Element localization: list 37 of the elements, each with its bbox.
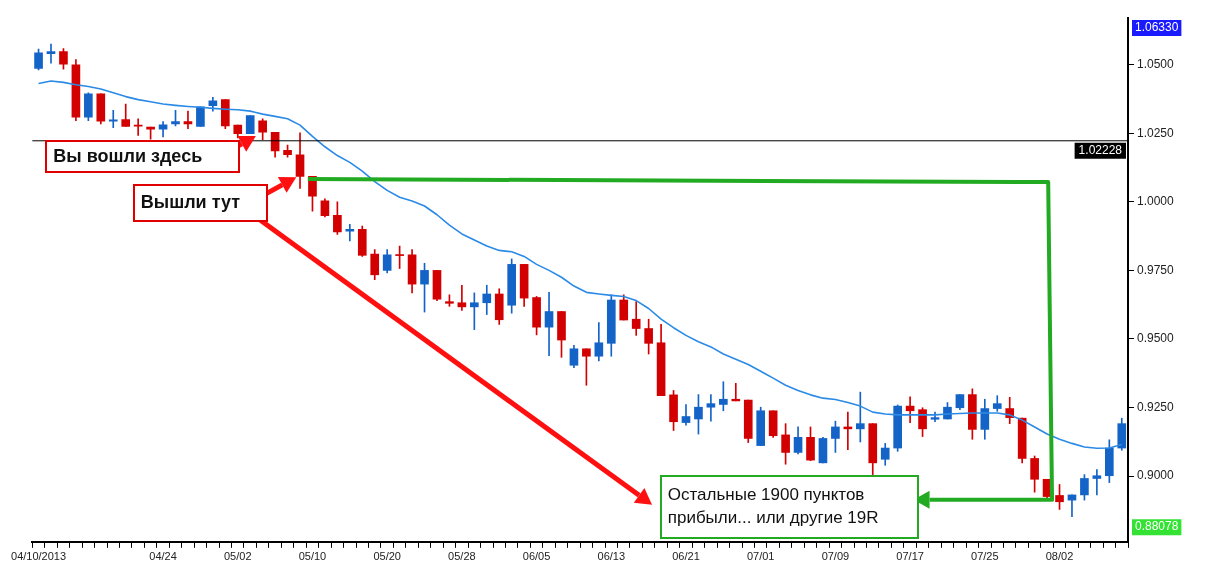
y-tick-label: 0.9500 — [1137, 331, 1175, 346]
x-tick-label: 05/20 — [373, 550, 401, 563]
x-tick-label: 07/09 — [821, 550, 850, 563]
annotation: Вышли тут — [132, 183, 268, 222]
y-tick-label: 1.0500 — [1137, 57, 1175, 72]
x-tick-label: 05/10 — [298, 550, 327, 563]
candlestick — [706, 394, 716, 422]
candlestick — [133, 118, 143, 136]
x-tick-label: 06/05 — [522, 550, 551, 563]
candlestick — [1092, 469, 1102, 496]
candlestick — [108, 109, 118, 128]
candlestick — [457, 284, 467, 311]
candlestick — [46, 43, 56, 64]
ref-line-label: 1.02228 — [1078, 143, 1123, 158]
x-tick-label: 07/17 — [896, 550, 924, 563]
y-tick-label: 0.9250 — [1137, 399, 1175, 414]
y-tick-label: 0.9000 — [1137, 468, 1175, 483]
x-tick-label: 04/24 — [149, 550, 177, 563]
y-tick-label: 0.9750 — [1137, 262, 1175, 277]
x-tick-label: 05/02 — [224, 550, 252, 563]
annotation: Остальные 1900 пунктов прибыли... или другие 19R — [659, 474, 919, 539]
y-tick-label: 1.0000 — [1137, 194, 1175, 209]
x-tick-label: 07/25 — [971, 550, 999, 563]
text: 0.88078 — [1135, 519, 1179, 534]
candlestick — [855, 391, 865, 443]
candlestick — [345, 224, 355, 242]
x-tick-label: 06/21 — [672, 550, 700, 563]
y-tick-label: 1.0250 — [1137, 125, 1175, 140]
candlestick — [731, 383, 741, 402]
x-tick-label: 06/13 — [597, 550, 626, 563]
annotation: Вы вошли здесь — [45, 140, 241, 174]
x-tick-label: 08/02 — [1045, 550, 1074, 563]
text: 1.06330 — [1135, 20, 1179, 35]
x-tick-label: 07/01 — [746, 550, 775, 563]
candlestick — [544, 292, 554, 356]
x-tick-label: 05/28 — [448, 550, 476, 563]
x-tick-label: 04/10/2013 — [11, 550, 67, 563]
